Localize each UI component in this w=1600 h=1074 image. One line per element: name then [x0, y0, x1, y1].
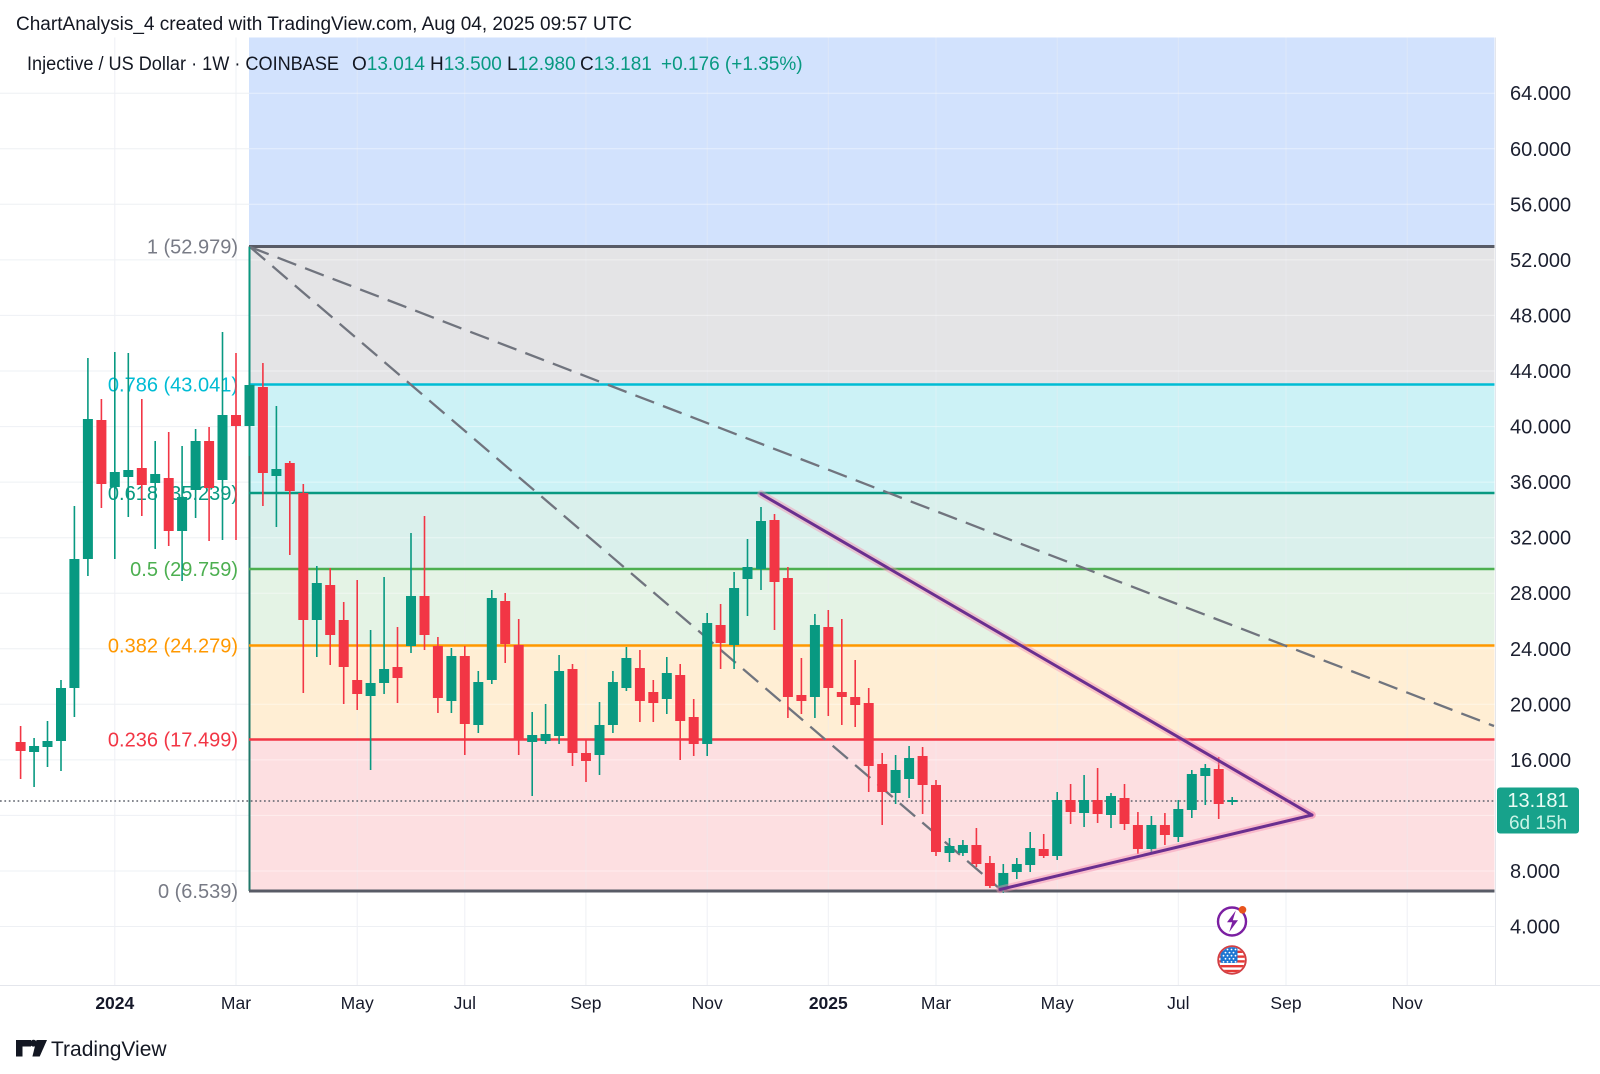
svg-text:32.000: 32.000 — [1510, 528, 1571, 550]
svg-text:L12.980: L12.980 — [507, 54, 576, 75]
svg-text:Mar: Mar — [221, 993, 251, 1013]
svg-text:O13.014: O13.014 — [352, 54, 425, 75]
svg-text:60.000: 60.000 — [1510, 139, 1571, 161]
svg-text:Nov: Nov — [692, 993, 723, 1013]
svg-text:0.786 (43.041): 0.786 (43.041) — [108, 375, 238, 397]
svg-text:40.000: 40.000 — [1510, 417, 1571, 439]
svg-text:+0.176 (+1.35%): +0.176 (+1.35%) — [661, 54, 803, 75]
svg-text:24.000: 24.000 — [1510, 639, 1571, 661]
svg-text:TradingView: TradingView — [51, 1038, 167, 1061]
svg-text:Jul: Jul — [454, 993, 476, 1013]
svg-text:0.5 (29.759): 0.5 (29.759) — [130, 559, 238, 581]
svg-text:4.000: 4.000 — [1510, 917, 1560, 939]
svg-text:6d 15h: 6d 15h — [1509, 813, 1567, 834]
svg-text:20.000: 20.000 — [1510, 694, 1571, 716]
svg-text:64.000: 64.000 — [1510, 83, 1571, 105]
svg-text:8.000: 8.000 — [1510, 861, 1560, 883]
svg-text:May: May — [341, 993, 374, 1013]
svg-text:Nov: Nov — [1392, 993, 1423, 1013]
svg-text:ChartAnalysis_4 created with T: ChartAnalysis_4 created with TradingView… — [16, 14, 632, 35]
svg-text:44.000: 44.000 — [1510, 361, 1571, 383]
svg-text:0 (6.539): 0 (6.539) — [158, 881, 238, 903]
svg-text:52.000: 52.000 — [1510, 250, 1571, 272]
svg-text:Jul: Jul — [1167, 993, 1189, 1013]
svg-text:36.000: 36.000 — [1510, 472, 1571, 494]
svg-text:Injective / US Dollar · 1W · C: Injective / US Dollar · 1W · COINBASE — [27, 54, 339, 75]
svg-text:13.181: 13.181 — [1507, 790, 1568, 812]
svg-text:48.000: 48.000 — [1510, 305, 1571, 327]
svg-text:May: May — [1041, 993, 1074, 1013]
svg-text:C13.181: C13.181 — [580, 54, 652, 75]
svg-text:2025: 2025 — [809, 993, 848, 1013]
svg-text:Sep: Sep — [1270, 993, 1301, 1013]
svg-text:56.000: 56.000 — [1510, 194, 1571, 216]
svg-text:1 (52.979): 1 (52.979) — [147, 237, 238, 259]
svg-text:2024: 2024 — [95, 993, 134, 1013]
svg-text:Sep: Sep — [570, 993, 601, 1013]
svg-text:0.382 (24.279): 0.382 (24.279) — [108, 636, 238, 658]
svg-text:16.000: 16.000 — [1510, 750, 1571, 772]
svg-text:H13.500: H13.500 — [430, 54, 502, 75]
svg-text:Mar: Mar — [921, 993, 951, 1013]
svg-text:28.000: 28.000 — [1510, 583, 1571, 605]
svg-text:0.236 (17.499): 0.236 (17.499) — [108, 730, 238, 752]
